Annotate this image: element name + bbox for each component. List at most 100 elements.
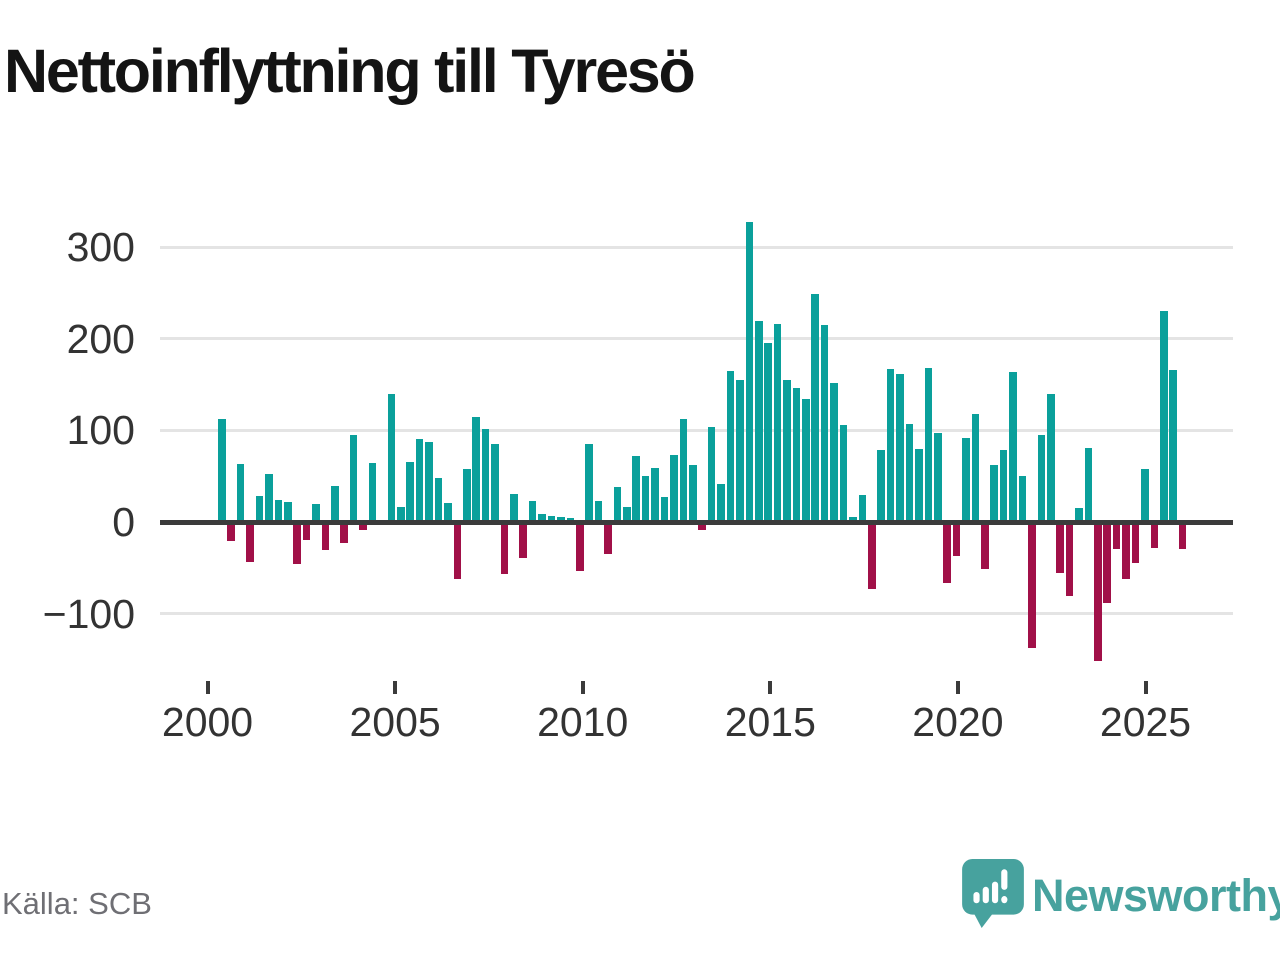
bar [783, 380, 791, 525]
bar [387, 393, 396, 525]
bar [453, 522, 462, 580]
bar [1065, 522, 1074, 597]
x-axis-tick [205, 681, 210, 694]
y-axis-label: 200 [66, 315, 135, 362]
gridline-100 [160, 428, 1233, 432]
bar [999, 449, 1008, 525]
bar [481, 428, 490, 525]
bar [1056, 522, 1064, 573]
bar [227, 522, 235, 541]
source-caption: Källa: SCB [2, 886, 152, 921]
bar [472, 416, 480, 525]
x-axis-tick [768, 681, 773, 694]
bar [689, 465, 697, 525]
bar [952, 522, 961, 557]
bar [218, 418, 226, 525]
bar [632, 456, 641, 525]
bar [444, 502, 452, 525]
bar [265, 474, 273, 525]
bar [915, 448, 923, 525]
bar [1084, 447, 1093, 525]
bar [1009, 371, 1017, 525]
bar [943, 522, 951, 583]
bar [802, 399, 810, 525]
bar [886, 369, 895, 525]
bar [575, 522, 584, 571]
x-axis-tick [1143, 681, 1148, 694]
bar [1150, 522, 1159, 548]
bar [877, 449, 885, 525]
x-axis-tick [393, 681, 398, 694]
bar [971, 413, 980, 525]
x-axis-label: 2020 [912, 699, 1004, 745]
y-axis-label: 0 [112, 499, 135, 545]
bar [679, 418, 688, 525]
bar [1046, 393, 1055, 525]
x-axis-tick [955, 681, 960, 694]
bar [717, 483, 725, 525]
bar [283, 501, 292, 525]
bar [246, 522, 254, 562]
bar [1169, 369, 1177, 525]
bar [312, 503, 320, 525]
bar [1122, 522, 1130, 580]
x-axis-label: 2005 [349, 699, 441, 745]
bar [538, 513, 546, 525]
bar [519, 522, 528, 558]
bar [792, 388, 801, 525]
x-axis-zero-line [160, 519, 1233, 525]
chart-title: Nettoinflyttning till Tyresö [4, 37, 696, 105]
bar [1112, 522, 1121, 549]
bar [1028, 522, 1036, 648]
bar [1094, 522, 1102, 662]
bar [707, 426, 716, 525]
bar [359, 522, 367, 530]
bar [764, 343, 772, 525]
bar [236, 464, 245, 525]
bar [867, 522, 876, 590]
y-axis-label: −100 [42, 590, 135, 637]
bar [434, 478, 443, 525]
bar [726, 370, 735, 525]
bar [896, 373, 904, 525]
bar [425, 442, 433, 525]
x-axis-label: 2010 [537, 699, 629, 745]
newsworthy-logo-icon [962, 859, 1024, 928]
bar [839, 424, 848, 525]
bar [651, 467, 659, 525]
bar [500, 522, 509, 575]
bar [406, 462, 414, 525]
bar [670, 455, 678, 525]
bar [585, 444, 593, 525]
x-axis-label: 2000 [161, 699, 254, 745]
bar [1075, 508, 1083, 525]
bar [1178, 522, 1187, 549]
bar [660, 497, 669, 525]
bar [528, 500, 537, 525]
y-axis-label: 100 [66, 407, 135, 454]
bar [349, 435, 358, 525]
bar [396, 507, 405, 525]
gridline-300 [160, 245, 1233, 249]
bar [641, 476, 650, 525]
bar [924, 368, 933, 525]
bar [745, 221, 754, 525]
bar [462, 468, 471, 525]
bar [1160, 311, 1168, 525]
bar [905, 424, 914, 525]
bar [858, 495, 867, 525]
bar [510, 493, 518, 525]
bar [1103, 522, 1112, 603]
bar [293, 522, 301, 565]
bar [604, 522, 612, 555]
x-axis-label: 2025 [1099, 699, 1192, 745]
bar [255, 496, 264, 525]
bar [698, 522, 706, 530]
bar [594, 500, 603, 525]
bar [1131, 522, 1140, 563]
bar [321, 522, 330, 550]
bar [331, 486, 339, 525]
bar [773, 324, 782, 525]
bar [491, 444, 499, 525]
bar [613, 487, 622, 525]
